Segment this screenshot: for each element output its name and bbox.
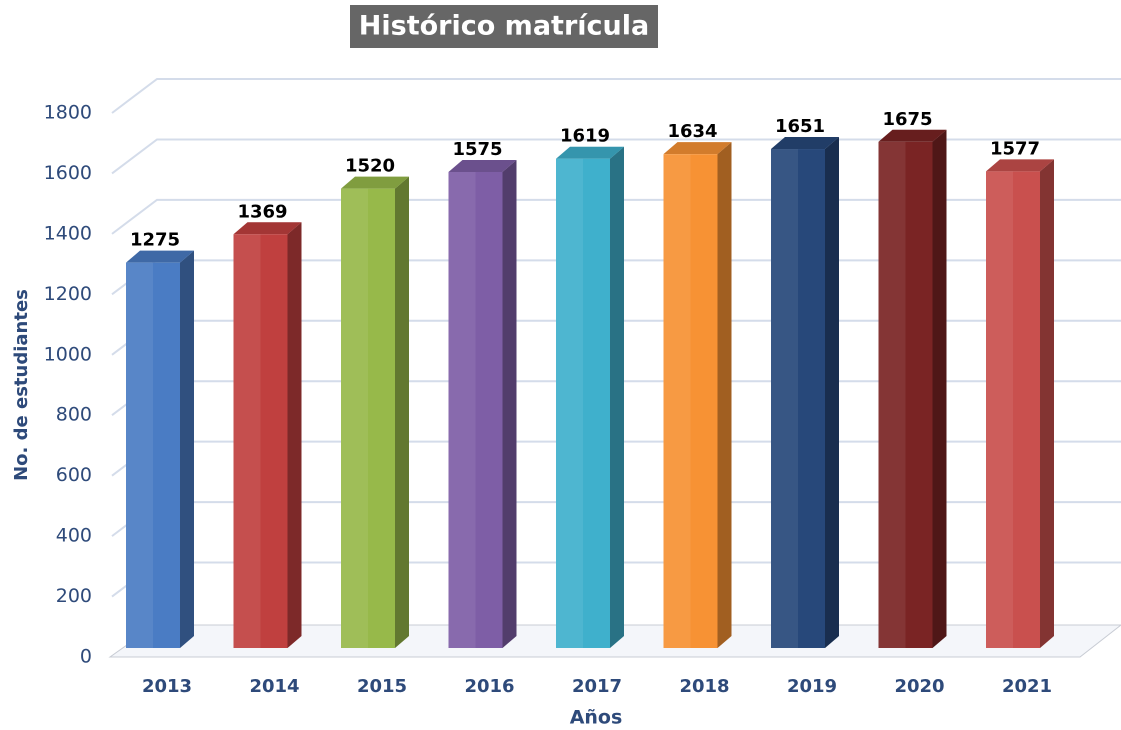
bar-side — [825, 137, 839, 648]
bar-front — [126, 262, 180, 648]
bar-front-shine — [556, 158, 583, 649]
y-tick-label: 0 — [80, 646, 92, 668]
value-label: 1520 — [345, 156, 395, 177]
bar-side — [180, 250, 194, 648]
bar-side-shade — [932, 129, 947, 648]
value-label: 1575 — [452, 139, 502, 160]
bar-top-shade — [663, 142, 732, 155]
x-tick-label: 2021 — [1002, 676, 1052, 697]
bar-top-shade — [986, 159, 1054, 172]
bar-top-shade — [556, 146, 624, 159]
bar-side-shade — [717, 142, 732, 648]
value-label: 1577 — [990, 138, 1040, 159]
x-tick-label: 2018 — [679, 676, 729, 697]
bar-side-shade — [502, 160, 517, 648]
bar-side-shade — [395, 176, 409, 648]
grid-line — [111, 78, 1121, 114]
bar-side — [287, 222, 302, 648]
bar-front — [448, 172, 503, 648]
x-tick-label: 2019 — [787, 676, 837, 697]
bar — [878, 129, 947, 648]
bar-front-shine — [771, 149, 798, 648]
bar-top — [341, 176, 409, 189]
value-label: 1619 — [560, 126, 610, 147]
bar-top — [126, 250, 194, 263]
bar-side-shade — [1040, 159, 1054, 648]
value-label: 1634 — [667, 121, 717, 142]
chart-title: Histórico matrícula — [359, 11, 649, 42]
bar-side — [395, 176, 409, 648]
bar-side-shade — [180, 250, 194, 648]
bar-top — [878, 129, 947, 142]
bar — [448, 160, 517, 648]
bar-top — [771, 137, 839, 150]
y-tick-label: 600 — [56, 464, 92, 486]
bar-side — [1040, 159, 1054, 648]
y-tick-label: 800 — [56, 404, 92, 426]
bar-front-shine — [986, 171, 1013, 648]
y-tick-label: 400 — [56, 525, 92, 547]
title-box — [350, 5, 658, 48]
bar-front-shine — [663, 154, 691, 648]
value-label: 1651 — [775, 116, 825, 137]
bar-top-shade — [878, 129, 947, 142]
bar-front — [233, 234, 288, 648]
bar-front-shine — [878, 141, 906, 648]
y-axis-label: No. de estudiantes — [11, 289, 32, 481]
value-label: 1275 — [130, 230, 180, 251]
y-tick-label: 1200 — [44, 283, 92, 305]
bar-front — [663, 154, 718, 648]
bar — [663, 142, 732, 648]
bar — [986, 159, 1054, 648]
bar-side — [610, 146, 624, 649]
bars — [126, 129, 1054, 649]
bar-front-shine — [126, 262, 153, 648]
bar-top-shade — [341, 176, 409, 189]
y-tick-label: 1600 — [44, 162, 92, 184]
y-tick-label: 1800 — [44, 102, 92, 124]
bar — [233, 222, 302, 648]
bar-top-shade — [233, 222, 302, 235]
x-tick-label: 2016 — [464, 676, 514, 697]
bar-front-shine — [341, 188, 368, 648]
x-tick-label: 2020 — [894, 676, 944, 697]
bar-side-shade — [610, 146, 624, 649]
y-tick-label: 1000 — [44, 343, 92, 365]
x-tick-label: 2015 — [357, 676, 407, 697]
bar — [771, 137, 839, 648]
bar-front-shine — [448, 172, 476, 648]
bar-side — [932, 129, 947, 648]
x-tick-label: 2014 — [249, 676, 299, 697]
bar-front — [556, 158, 610, 649]
bar-top — [448, 160, 517, 172]
value-label: 1675 — [882, 109, 932, 130]
bar-front — [771, 149, 825, 648]
bar-top-shade — [771, 137, 839, 150]
bar — [126, 250, 194, 648]
bar-top — [556, 146, 624, 159]
x-axis-label: Años — [570, 707, 623, 729]
bar-side-shade — [287, 222, 302, 648]
bar-top — [986, 159, 1054, 172]
bar-front — [878, 141, 933, 648]
y-tick-label: 200 — [56, 585, 92, 607]
value-label: 1369 — [237, 201, 287, 222]
x-tick-label: 2013 — [142, 676, 192, 697]
bar-side-shade — [825, 137, 839, 648]
bar — [341, 176, 409, 648]
bar-front — [341, 188, 395, 648]
bar-front-shine — [233, 234, 261, 648]
bar-top-shade — [448, 160, 517, 172]
bar-top — [233, 222, 302, 235]
bar-top — [663, 142, 732, 155]
bar-side — [717, 142, 732, 648]
bar-front — [986, 171, 1040, 648]
bar-top-shade — [126, 250, 194, 263]
y-tick-label: 1400 — [44, 222, 92, 244]
x-tick-label: 2017 — [572, 676, 622, 697]
bar — [556, 146, 624, 649]
bar-side — [502, 160, 517, 648]
